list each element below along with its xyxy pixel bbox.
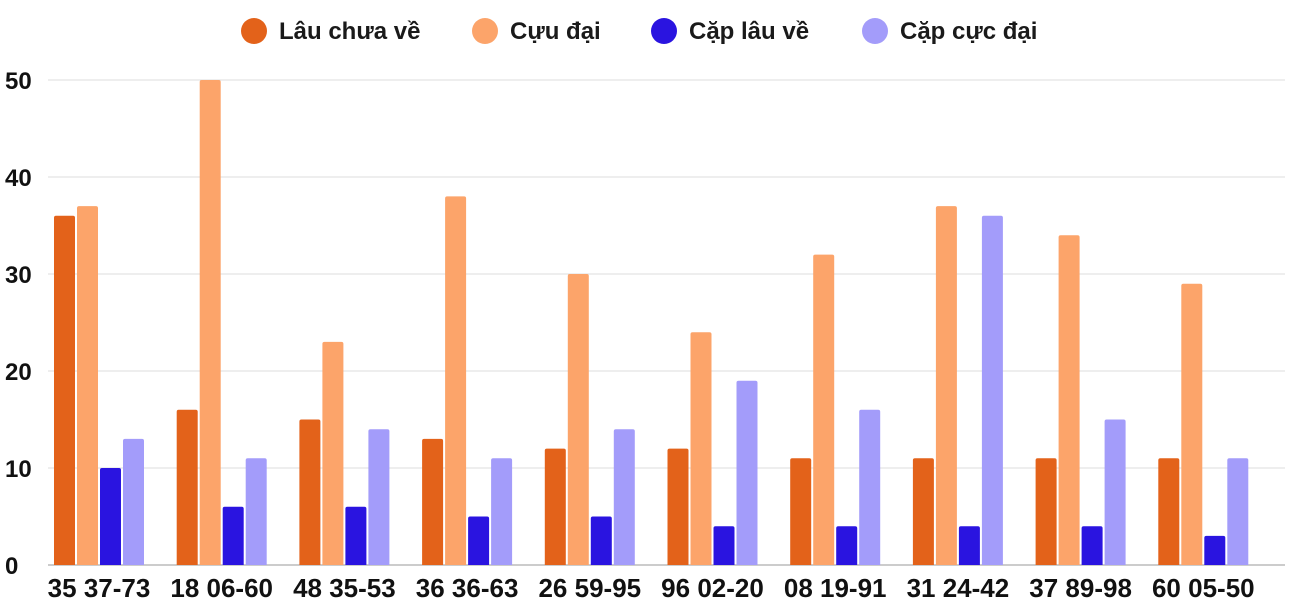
bar <box>1081 526 1103 565</box>
legend-label: Cặp lâu về <box>689 18 809 45</box>
bar <box>1204 535 1226 565</box>
y-tick-label: 0 <box>5 553 18 580</box>
bar <box>299 419 321 565</box>
bar <box>859 409 881 565</box>
bar <box>613 429 635 565</box>
bar <box>690 332 712 565</box>
legend-item: Cặp cực đại <box>862 18 1037 45</box>
bar <box>813 254 835 565</box>
bar <box>176 409 198 565</box>
bars <box>54 80 1249 566</box>
bar <box>54 215 75 566</box>
gridlines <box>48 79 1285 566</box>
bar <box>1035 458 1057 565</box>
bar <box>322 341 344 565</box>
bar <box>981 215 1003 566</box>
bar <box>468 516 490 565</box>
bar <box>368 429 390 565</box>
x-tick-label: 60 05-50 <box>1152 573 1255 600</box>
bar <box>1104 419 1126 565</box>
bar <box>1058 235 1080 565</box>
legend-item: Cựu đại <box>472 18 601 45</box>
legend-label: Lâu chưa về <box>279 18 420 45</box>
bar <box>199 80 221 565</box>
bar <box>222 506 244 565</box>
bar <box>713 526 735 565</box>
bar <box>736 380 758 565</box>
y-tick-label: 20 <box>5 359 32 386</box>
y-tick-label: 50 <box>5 68 32 95</box>
legend-swatch <box>241 18 267 44</box>
bar <box>123 438 144 565</box>
bar <box>1181 283 1203 565</box>
y-tick-label: 30 <box>5 262 32 289</box>
x-axis-labels: 35 37-73 18 06-60 48 35-53 36 36-63 26 59-95… <box>48 573 1255 600</box>
legend-label: Cặp cực đại <box>900 18 1037 45</box>
legend: Lâu chưa về Cựu đại Cặp lâu về Cặp cực đại <box>241 18 1037 45</box>
legend-label: Cựu đại <box>510 18 601 45</box>
x-tick-label: 18 06-60 <box>170 573 273 600</box>
bar <box>790 458 812 565</box>
x-tick-label: 96 02-20 <box>661 573 764 600</box>
bar <box>912 458 934 565</box>
bar <box>836 526 858 565</box>
legend-swatch <box>651 18 677 44</box>
bar <box>1227 458 1249 565</box>
y-tick-label: 40 <box>5 165 32 192</box>
x-tick-label: 26 59-95 <box>538 573 641 600</box>
bar <box>422 438 444 565</box>
bar <box>245 458 267 565</box>
x-tick-label: 37 89-98 <box>1029 573 1132 600</box>
bar <box>345 506 367 565</box>
x-tick-label: 31 24-42 <box>907 573 1010 600</box>
bar <box>491 458 513 565</box>
legend-item: Cặp lâu về <box>651 18 809 45</box>
bar <box>935 206 957 565</box>
bar <box>590 516 612 565</box>
legend-swatch <box>472 18 498 44</box>
bar <box>667 448 689 565</box>
bar <box>1158 458 1180 565</box>
x-tick-label: 36 36-63 <box>416 573 519 600</box>
x-tick-label: 48 35-53 <box>293 573 396 600</box>
y-tick-label: 10 <box>5 456 32 483</box>
legend-item: Lâu chưa về <box>241 18 420 45</box>
bar <box>958 526 980 565</box>
x-tick-label: 35 37-73 <box>48 573 151 600</box>
bar <box>544 448 566 565</box>
bar <box>77 206 98 565</box>
x-tick-label: 08 19-91 <box>784 573 887 600</box>
y-axis-ticks: 0 10 20 30 40 50 <box>5 68 32 580</box>
bar <box>445 196 467 565</box>
bar <box>100 468 121 565</box>
bar <box>567 274 589 565</box>
legend-swatch <box>862 18 888 44</box>
